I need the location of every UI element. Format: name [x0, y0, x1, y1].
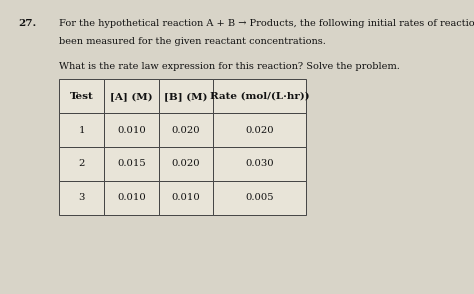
Bar [159, 113, 213, 147]
Text: 0.010: 0.010 [172, 193, 201, 202]
Text: 1: 1 [79, 126, 85, 135]
Bar [159, 181, 213, 215]
Text: 3: 3 [79, 193, 85, 202]
Bar [159, 79, 213, 113]
Text: 0.015: 0.015 [117, 159, 146, 168]
Bar [104, 147, 159, 181]
Text: 27.: 27. [18, 19, 36, 28]
Text: Test: Test [70, 92, 94, 101]
Bar [104, 113, 159, 147]
Text: 0.020: 0.020 [172, 126, 201, 135]
Bar [213, 113, 306, 147]
Text: 0.020: 0.020 [172, 159, 201, 168]
Text: 0.030: 0.030 [245, 159, 274, 168]
Text: Rate (mol/(L·hr)): Rate (mol/(L·hr)) [210, 92, 310, 101]
Bar [59, 113, 104, 147]
Text: 2: 2 [79, 159, 85, 168]
Bar [104, 79, 159, 113]
Bar [213, 147, 306, 181]
Text: [B] (M): [B] (M) [164, 92, 208, 101]
Text: 0.005: 0.005 [245, 193, 274, 202]
Text: 0.010: 0.010 [117, 193, 146, 202]
Bar [159, 147, 213, 181]
Bar [59, 147, 104, 181]
Text: For the hypothetical reaction A + B → Products, the following initial rates of r: For the hypothetical reaction A + B → Pr… [59, 19, 474, 28]
Bar [59, 79, 104, 113]
Bar [104, 181, 159, 215]
Bar [213, 181, 306, 215]
Text: [A] (M): [A] (M) [110, 92, 153, 101]
Bar [59, 181, 104, 215]
Text: 0.020: 0.020 [245, 126, 274, 135]
Text: What is the rate law expression for this reaction? Solve the problem.: What is the rate law expression for this… [59, 62, 400, 71]
Text: 0.010: 0.010 [117, 126, 146, 135]
Text: been measured for the given reactant concentrations.: been measured for the given reactant con… [59, 37, 326, 46]
Bar [213, 79, 306, 113]
